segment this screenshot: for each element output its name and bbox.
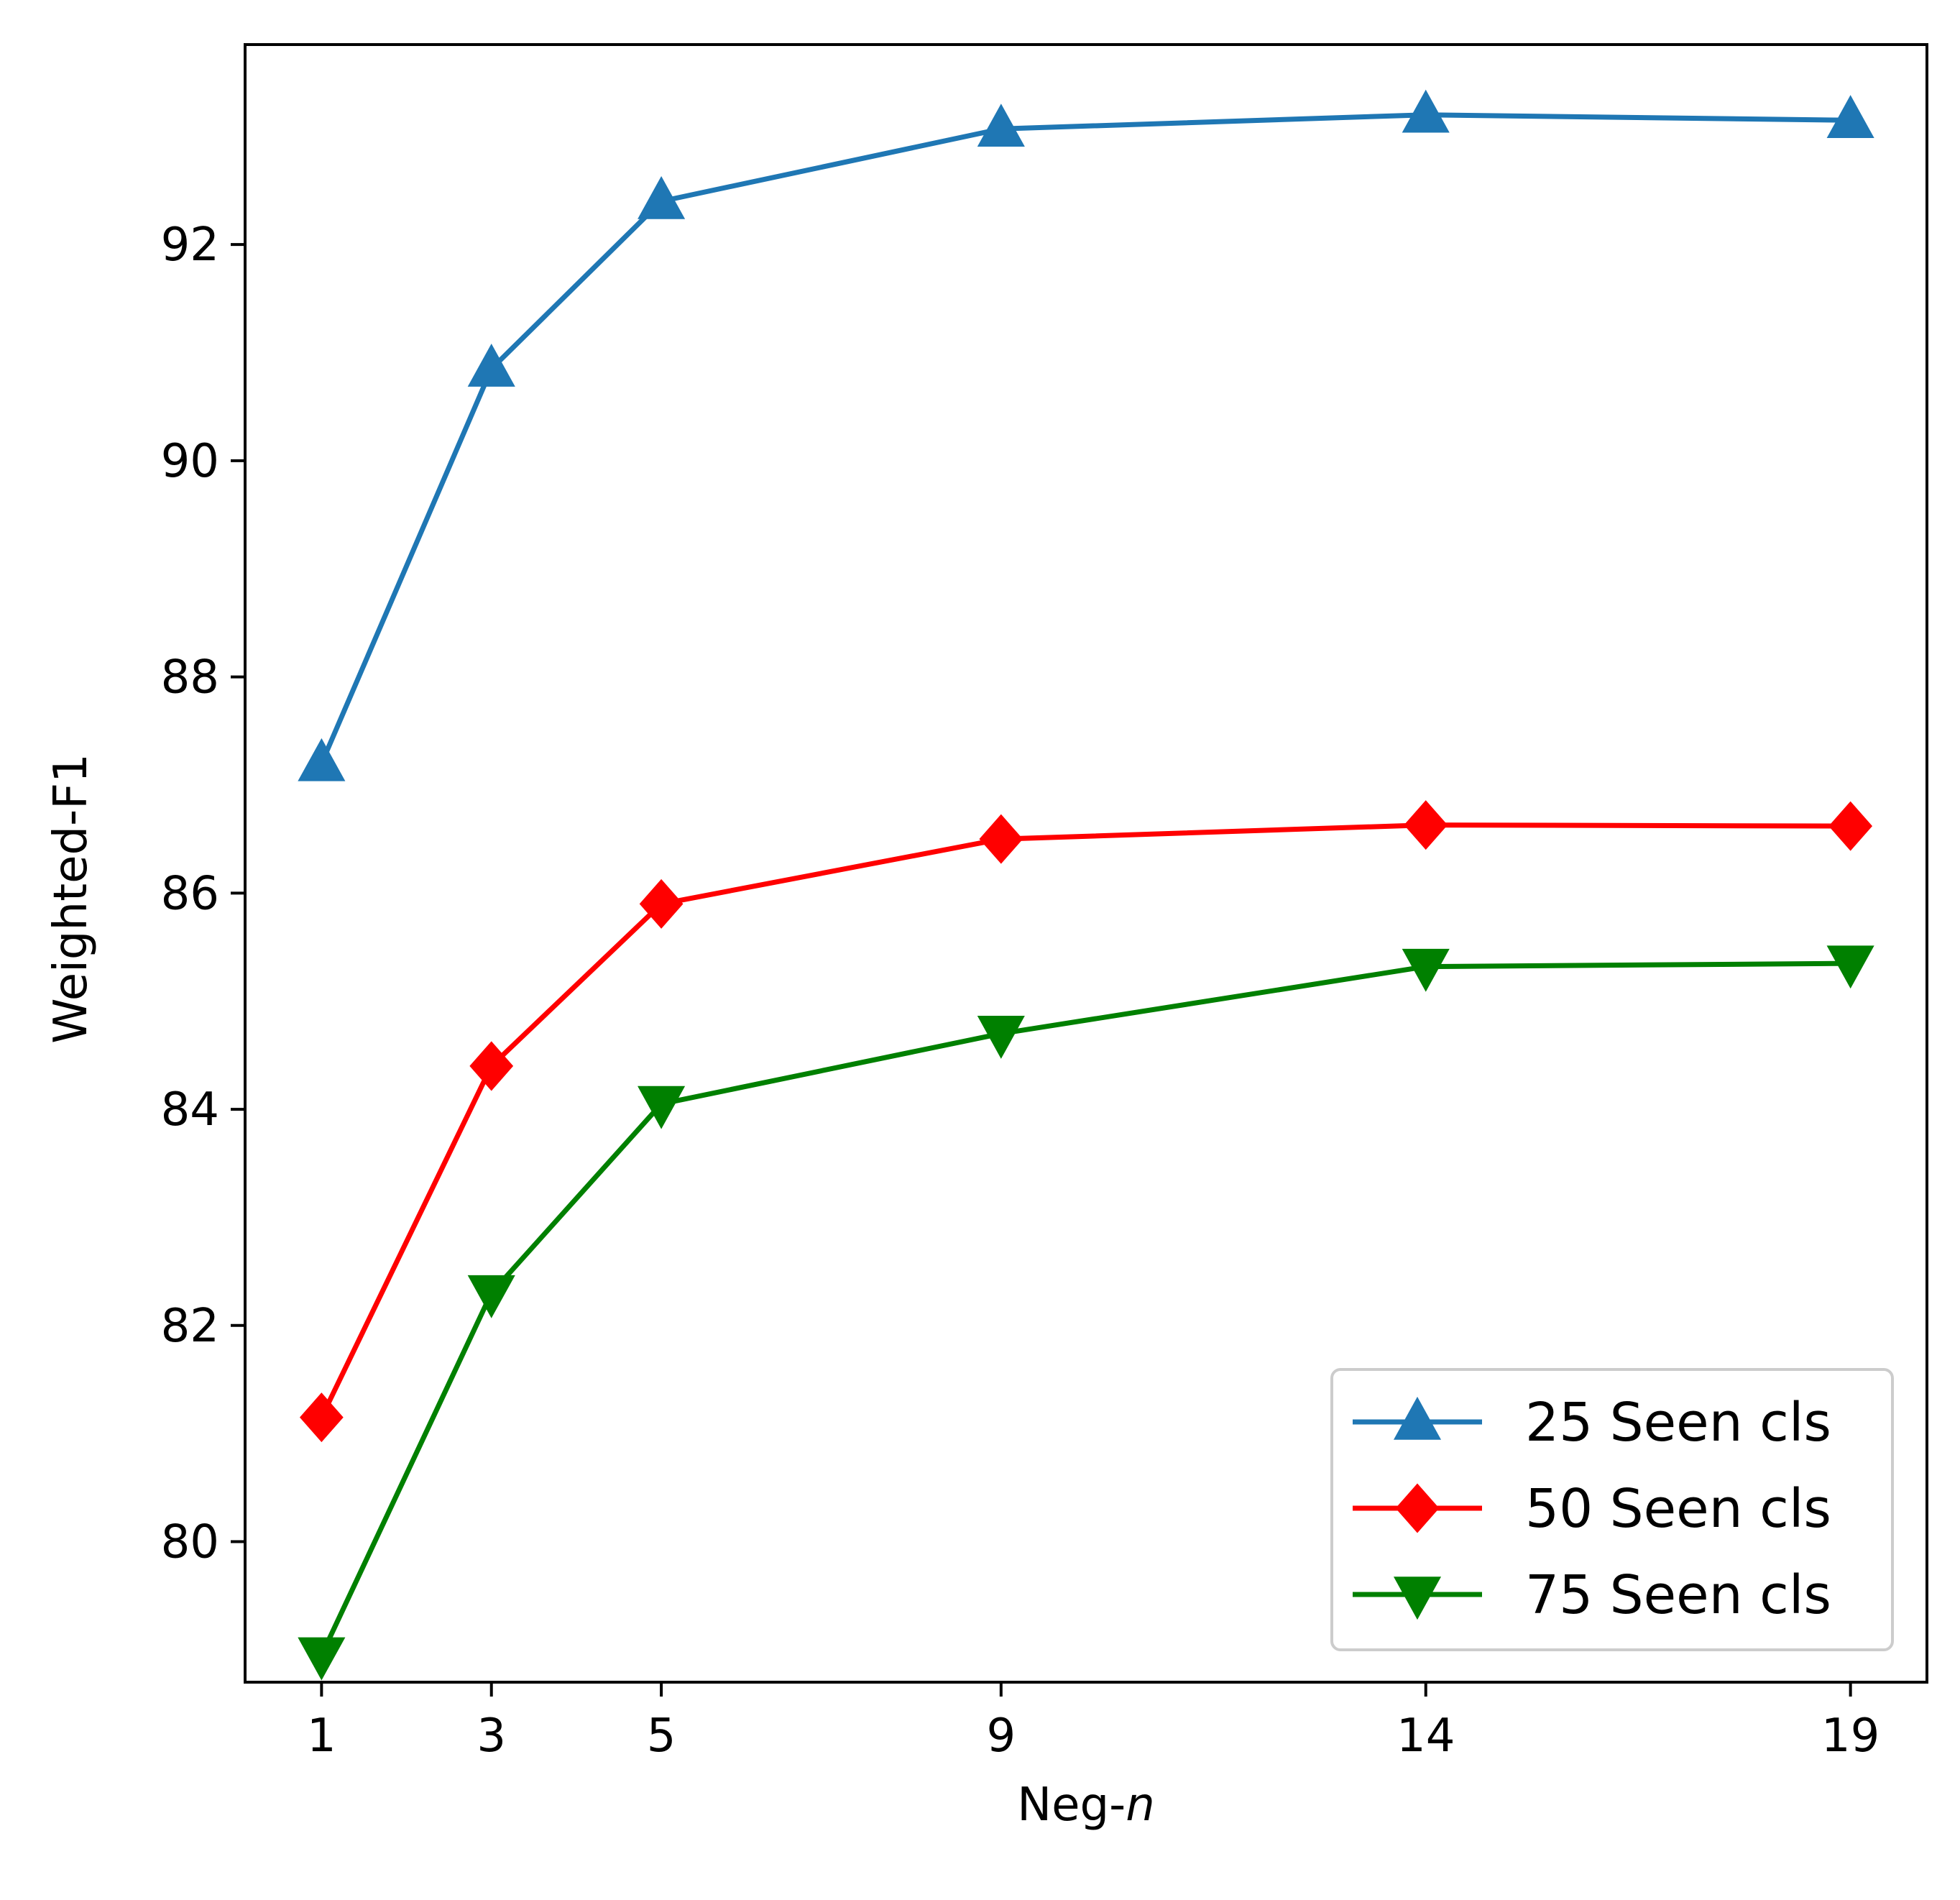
y-tick-label: 90 [161, 435, 219, 488]
x-tick-label: 5 [647, 1709, 676, 1763]
y-axis-label: Weighted-F1 [45, 753, 98, 1044]
data-point [1826, 945, 1874, 989]
series-3 [298, 945, 1874, 1681]
data-point [1826, 95, 1874, 139]
y-tick-label: 92 [161, 219, 219, 272]
plot-frame [244, 43, 1928, 1684]
y-tick-label: 88 [161, 651, 219, 705]
series-2 [299, 800, 1873, 1443]
data-point [1404, 800, 1448, 850]
series-line [319, 822, 1851, 1419]
data-point [977, 104, 1025, 147]
x-tick-label: 3 [477, 1709, 506, 1763]
x-axis-label-text: Neg- [1017, 1779, 1126, 1832]
data-point [467, 344, 515, 387]
x-tick-label: 19 [1821, 1709, 1880, 1763]
x-axis: 1 3 5 9 14 19 [307, 1682, 1880, 1763]
data-point [977, 1016, 1025, 1059]
series-line [319, 112, 1851, 765]
data-point [467, 1275, 515, 1318]
data-point [979, 814, 1023, 864]
data-point [638, 175, 686, 219]
data-point [299, 1392, 344, 1443]
y-tick-label: 84 [161, 1083, 219, 1137]
x-axis-label-italic: n [1126, 1779, 1155, 1832]
legend-label: 75 Seen cls [1525, 1564, 1831, 1626]
data-point [469, 1041, 514, 1091]
x-tick-label: 1 [307, 1709, 336, 1763]
data-point [639, 878, 684, 929]
data-point [1393, 1396, 1442, 1440]
data-point [638, 1086, 686, 1129]
x-tick-label: 14 [1397, 1709, 1455, 1763]
legend-label: 25 Seen cls [1525, 1392, 1831, 1454]
series-layer [298, 89, 1874, 1681]
data-point [298, 1637, 346, 1681]
legend-frame [1330, 1368, 1894, 1651]
legend-label: 50 Seen cls [1525, 1478, 1831, 1540]
y-tick-label: 82 [161, 1300, 219, 1353]
data-point [1393, 1577, 1442, 1620]
series-1 [298, 89, 1874, 781]
y-axis: 80 82 84 86 88 90 92 [161, 219, 245, 1569]
legend: 25 Seen cls 50 Seen cls 75 Seen cls [1330, 1368, 1894, 1651]
x-axis-label: Neg-n [1017, 1779, 1155, 1832]
data-point [1402, 948, 1450, 992]
y-tick-label: 86 [161, 867, 219, 920]
data-point [1395, 1483, 1440, 1533]
data-point [1402, 89, 1450, 133]
x-tick-label: 9 [986, 1709, 1016, 1763]
data-point [1828, 801, 1873, 851]
series-line [319, 960, 1851, 1656]
data-point [298, 738, 346, 781]
y-tick-label: 80 [161, 1516, 219, 1569]
